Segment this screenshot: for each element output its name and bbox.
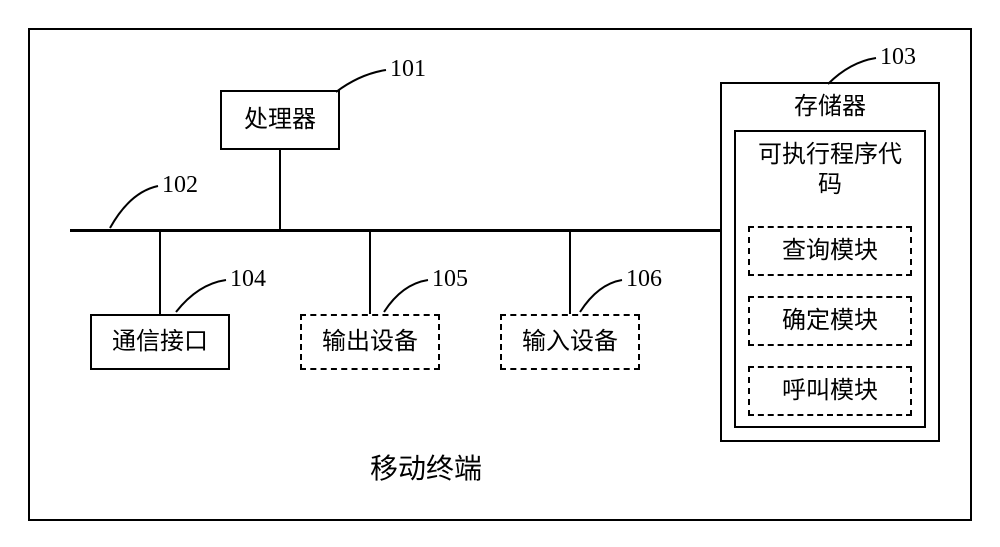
ref-102: 102 <box>162 170 198 200</box>
module-query: 查询模块 <box>748 226 912 276</box>
module-call-label: 呼叫模块 <box>782 376 878 406</box>
processor-stub <box>279 150 281 230</box>
module-determine: 确定模块 <box>748 296 912 346</box>
input-dev-stub <box>569 230 571 314</box>
comm-if-stub <box>159 230 161 314</box>
diagram-canvas: 处理器 通信接口 输出设备 输入设备 存储器 可执行程序代 码 查询模块 确定模… <box>0 0 1000 547</box>
ref-106: 106 <box>626 264 662 294</box>
ref-101: 101 <box>390 54 426 84</box>
ref-105: 105 <box>432 264 468 294</box>
module-query-label: 查询模块 <box>782 236 878 266</box>
storage-title: 存储器 <box>722 92 938 122</box>
module-call: 呼叫模块 <box>748 366 912 416</box>
processor-label: 处理器 <box>244 105 316 135</box>
bus-line <box>70 229 720 232</box>
output-dev-node: 输出设备 <box>300 314 440 370</box>
input-dev-node: 输入设备 <box>500 314 640 370</box>
processor-node: 处理器 <box>220 90 340 150</box>
comm-if-node: 通信接口 <box>90 314 230 370</box>
ref-103: 103 <box>880 42 916 72</box>
code-label: 可执行程序代 码 <box>736 140 924 200</box>
output-dev-stub <box>369 230 371 314</box>
ref-104: 104 <box>230 264 266 294</box>
output-dev-label: 输出设备 <box>322 327 418 357</box>
caption: 移动终端 <box>370 452 482 487</box>
comm-if-label: 通信接口 <box>112 327 208 357</box>
module-determine-label: 确定模块 <box>782 306 878 336</box>
input-dev-label: 输入设备 <box>522 327 618 357</box>
